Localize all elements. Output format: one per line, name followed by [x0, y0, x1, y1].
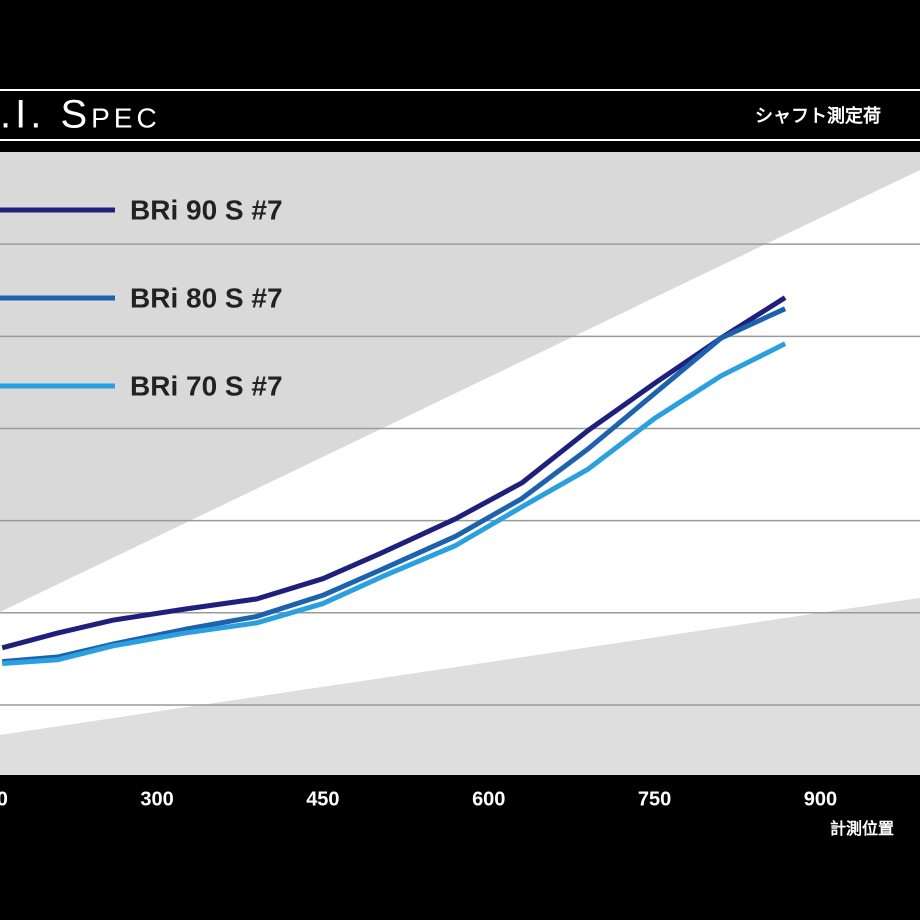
x-tick-label: 300: [140, 788, 173, 810]
plot-area: [0, 152, 920, 775]
subtitle: シャフト測定荷: [755, 105, 881, 126]
x-axis-label: 計測位置: [830, 819, 894, 838]
x-tick-label: 600: [472, 788, 505, 810]
legend-label: BRi 70 S #7: [130, 370, 283, 401]
x-tick-label: 150: [0, 788, 8, 810]
chart-title: .I. Spec: [0, 93, 161, 137]
x-tick-label: 450: [306, 788, 339, 810]
series-line: [2, 341, 787, 666]
legend-label: BRi 80 S #7: [130, 282, 283, 313]
x-tick-label: 900: [804, 788, 837, 810]
legend-label: BRi 90 S #7: [130, 194, 283, 225]
x-tick-label: 750: [638, 788, 671, 810]
series-line: [1, 295, 787, 651]
highlight-band: [0, 170, 920, 735]
lower-band: [0, 598, 920, 775]
